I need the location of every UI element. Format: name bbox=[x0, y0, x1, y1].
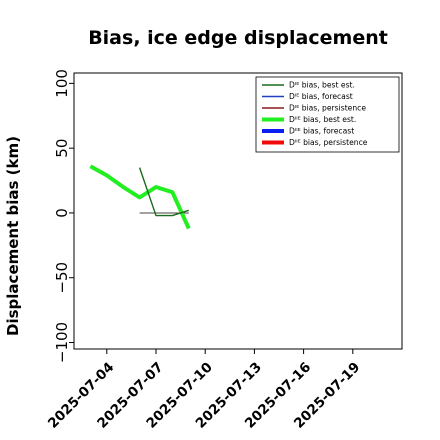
y-tick-label: 50 bbox=[53, 139, 71, 158]
series-line-4 bbox=[89, 164, 191, 230]
legend-label-3: Dᴵᴱ bias, persistence bbox=[289, 104, 366, 113]
legend: Dᴵᴱ bias, best est. Dᴵᴱ bias, forecast Dᴵᴱ… bbox=[255, 76, 400, 153]
y-tick-label: 100 bbox=[53, 69, 71, 98]
legend-label-5: Dᴵᴵᴱ bias, forecast bbox=[289, 127, 354, 136]
y-tick-label: −100 bbox=[53, 322, 71, 363]
legend-label-2: Dᴵᴱ bias, forecast bbox=[289, 92, 353, 101]
legend-label-6: Dᴵᴵᴱ bias, persistence bbox=[289, 138, 368, 147]
y-axis-label: Displacement bias (km) bbox=[4, 136, 22, 336]
x-axis: 2025-07-042025-07-072025-07-102025-07-13… bbox=[45, 349, 363, 432]
y-tick-label: 0 bbox=[53, 208, 71, 218]
legend-box bbox=[255, 76, 400, 153]
legend-label-4: Dᴵᴵᴱ bias, best est. bbox=[289, 115, 356, 124]
y-axis: 100 50 0 −50 −100 bbox=[53, 69, 74, 363]
series-line-1 bbox=[138, 167, 190, 217]
plot-area bbox=[73, 72, 403, 350]
series-layer bbox=[89, 164, 191, 230]
y-tick-label: −50 bbox=[53, 262, 71, 294]
legend-label-1: Dᴵᴱ bias, best est. bbox=[289, 81, 355, 90]
chart-title: Bias, ice edge displacement bbox=[88, 27, 388, 49]
